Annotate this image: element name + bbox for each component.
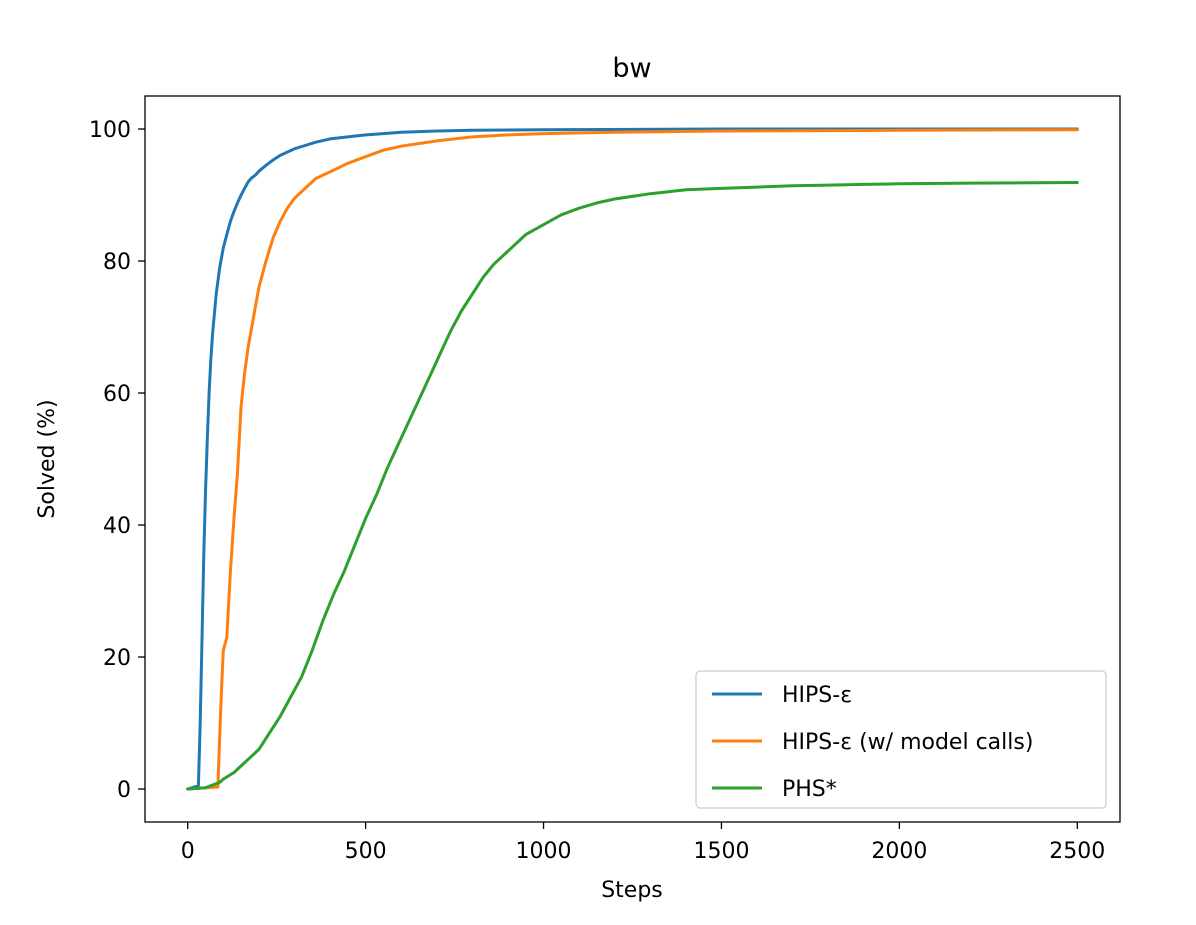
x-axis-label: Steps — [601, 878, 663, 903]
x-tick-label: 1000 — [516, 839, 572, 864]
legend-label-2: HIPS-ε (w/ model calls) — [782, 730, 1033, 755]
x-tick-label: 1500 — [693, 839, 749, 864]
y-axis-label: Solved (%) — [35, 399, 60, 518]
axes-frame — [144, 95, 1121, 823]
plot-area — [186, 127, 1079, 791]
y-tick-label: 40 — [103, 514, 131, 539]
series-line-2 — [186, 128, 1079, 791]
legend: HIPS-ε HIPS-ε (w/ model calls) PHS* — [695, 670, 1107, 809]
y-tick-label: 60 — [103, 382, 131, 407]
x-tick-label: 2000 — [871, 839, 927, 864]
y-axis-ticks: 0 20 40 60 80 100 — [89, 118, 145, 803]
series-line-3 — [186, 181, 1079, 791]
series-line-1 — [186, 127, 1079, 791]
legend-box — [695, 670, 1107, 809]
chart-title: bw — [612, 53, 651, 84]
x-axis-ticks: 0 500 1000 1500 2000 2500 — [181, 822, 1105, 864]
y-tick-label: 20 — [103, 646, 131, 671]
y-tick-label: 0 — [117, 778, 131, 803]
y-tick-label: 100 — [89, 118, 131, 143]
legend-label-1: HIPS-ε — [782, 683, 852, 708]
y-tick-label: 80 — [103, 250, 131, 275]
x-tick-label: 0 — [181, 839, 195, 864]
x-tick-label: 500 — [345, 839, 387, 864]
legend-label-3: PHS* — [782, 777, 837, 802]
x-tick-label: 2500 — [1049, 839, 1105, 864]
